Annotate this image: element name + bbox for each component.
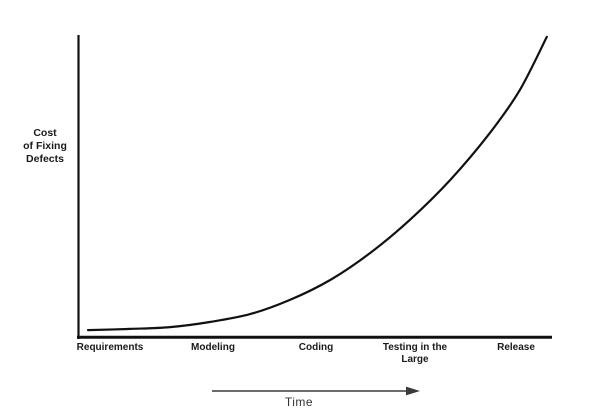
x-axis-title: Time: [284, 395, 314, 409]
x-tick-label-release: Release: [497, 342, 535, 353]
cost-curve-line: [86, 35, 548, 332]
time-arrow: [212, 386, 420, 396]
x-tick-label-modeling: Modeling: [191, 342, 235, 353]
time-arrowhead-icon: [406, 386, 420, 396]
x-tick-label-coding: Coding: [298, 342, 334, 353]
x-tick-label-requirements: Requirements: [76, 342, 144, 353]
y-axis-label: Cost of Fixing Defects: [23, 127, 67, 165]
x-tick-label-testing-in-the-large: Testing in the Large: [382, 342, 448, 365]
